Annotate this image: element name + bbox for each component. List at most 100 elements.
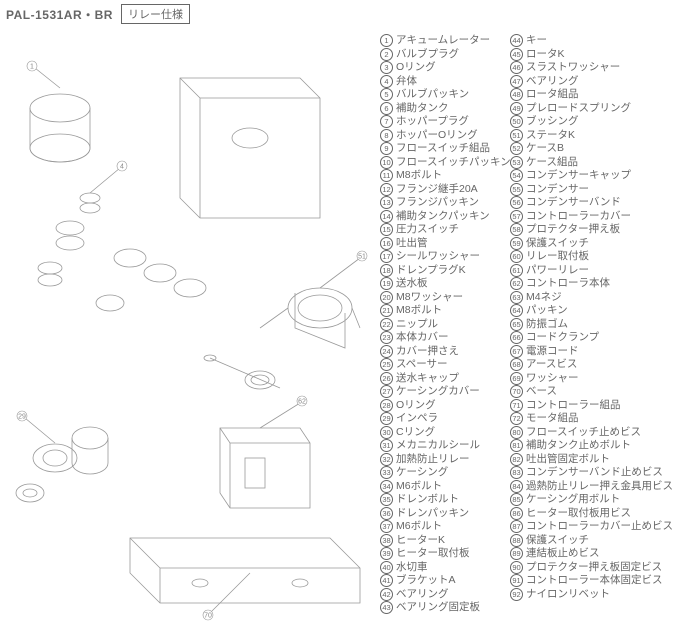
part-label: ブッシング (526, 115, 579, 129)
part-number: 48 (510, 88, 523, 101)
svg-text:51: 51 (358, 254, 366, 261)
part-number: 69 (510, 372, 523, 385)
part-row: 61パワーリレー (510, 264, 670, 278)
part-row: 22ニップル (380, 318, 510, 332)
part-number: 67 (510, 345, 523, 358)
part-label: コンデンサーバンド (526, 196, 621, 210)
part-number: 2 (380, 48, 393, 61)
part-row: 2バルブプラグ (380, 48, 510, 62)
part-row: 47ベアリング (510, 75, 670, 89)
part-row: 32加熱防止リレー (380, 453, 510, 467)
part-row: 68アースビス (510, 358, 670, 372)
part-label: ヒーターK (396, 534, 445, 548)
part-label: ワッシャー (526, 372, 579, 386)
part-row: 70ベース (510, 385, 670, 399)
part-row: 27ケーシングカバー (380, 385, 510, 399)
part-number: 37 (380, 520, 393, 533)
part-label: 連結板止めビス (526, 547, 600, 561)
part-row: 59保護スイッチ (510, 237, 670, 251)
part-number: 41 (380, 574, 393, 587)
part-number: 13 (380, 196, 393, 209)
part-label: ケース組品 (526, 156, 578, 170)
part-number: 87 (510, 520, 523, 533)
part-row: 10フロースイッチパッキン (380, 156, 510, 170)
part-number: 62 (510, 277, 523, 290)
part-number: 34 (380, 480, 393, 493)
part-row: 44キー (510, 34, 670, 48)
part-number: 29 (380, 412, 393, 425)
part-label: インペラ (396, 412, 438, 426)
part-row: 65防振ゴム (510, 318, 670, 332)
part-label: フランジ継手20A (396, 183, 478, 197)
part-row: 48ロータ組品 (510, 88, 670, 102)
spec-box: リレー仕様 (121, 4, 190, 24)
part-row: 42ベアリング (380, 588, 510, 602)
part-number: 18 (380, 264, 393, 277)
part-number: 11 (380, 169, 393, 182)
part-number: 66 (510, 331, 523, 344)
part-number: 80 (510, 426, 523, 439)
part-label: ベアリング (396, 588, 449, 602)
part-label: ナイロンリベット (526, 588, 610, 602)
part-row: 92ナイロンリベット (510, 588, 670, 602)
part-row: 81補助タンク止めボルト (510, 439, 670, 453)
part-row: 31メカニカルシール (380, 439, 510, 453)
part-label: ケースB (526, 142, 564, 156)
part-label: ステータK (526, 129, 575, 143)
part-row: 23本体カバー (380, 331, 510, 345)
part-row: 46スラストワッシャー (510, 61, 670, 75)
part-label: 保護スイッチ (526, 237, 589, 251)
part-row: 88保護スイッチ (510, 534, 670, 548)
part-row: 13フランジパッキン (380, 196, 510, 210)
part-row: 43ベアリング固定板 (380, 601, 510, 615)
part-label: コントローラーカバー (526, 210, 631, 224)
part-label: キー (526, 34, 547, 48)
part-row: 14補助タンクパッキン (380, 210, 510, 224)
part-row: 55コンデンサー (510, 183, 670, 197)
part-label: アースビス (526, 358, 577, 372)
part-row: 12フランジ継手20A (380, 183, 510, 197)
part-label: バルブプラグ (396, 48, 459, 62)
svg-text:1: 1 (30, 64, 34, 71)
part-label: シールワッシャー (396, 250, 480, 264)
part-row: 19送水板 (380, 277, 510, 291)
part-label: M8ボルト (396, 169, 442, 183)
part-number: 49 (510, 102, 523, 115)
part-row: 49プレロードスプリング (510, 102, 670, 116)
svg-text:29: 29 (18, 414, 26, 421)
part-number: 43 (380, 601, 393, 614)
part-row: 38ヒーターK (380, 534, 510, 548)
part-row: 87コントローラーカバー止めビス (510, 520, 670, 534)
part-number: 7 (380, 115, 393, 128)
part-label: プレロードスプリング (526, 102, 631, 116)
part-number: 52 (510, 142, 523, 155)
part-number: 60 (510, 250, 523, 263)
part-label: ベアリング (526, 75, 579, 89)
part-label: プロテクター押え板固定ビス (526, 561, 662, 575)
part-label: 水切車 (396, 561, 428, 575)
part-number: 8 (380, 129, 393, 142)
header: PAL-1531AR・BR リレー仕様 (0, 0, 678, 28)
part-label: ベアリング固定板 (396, 601, 480, 615)
part-label: ブラケットA (396, 574, 456, 588)
part-row: 24カバー押さえ (380, 345, 510, 359)
part-number: 21 (380, 304, 393, 317)
part-label: ヒーター取付板 (396, 547, 470, 561)
part-row: 89連結板止めビス (510, 547, 670, 561)
part-number: 59 (510, 237, 523, 250)
part-number: 39 (380, 547, 393, 560)
part-number: 4 (380, 75, 393, 88)
part-number: 68 (510, 358, 523, 371)
part-row: 64パッキン (510, 304, 670, 318)
part-number: 35 (380, 493, 393, 506)
part-number: 92 (510, 588, 523, 601)
model-number: PAL-1531AR・BR (6, 6, 113, 23)
part-number: 17 (380, 250, 393, 263)
part-label: バルブパッキン (396, 88, 469, 102)
part-number: 46 (510, 61, 523, 74)
part-row: 86ヒーター取付板用ビス (510, 507, 670, 521)
part-row: 72モータ組品 (510, 412, 670, 426)
part-row: 7ホッパープラグ (380, 115, 510, 129)
part-label: ケーシングカバー (396, 385, 480, 399)
part-row: 4弁体 (380, 75, 510, 89)
